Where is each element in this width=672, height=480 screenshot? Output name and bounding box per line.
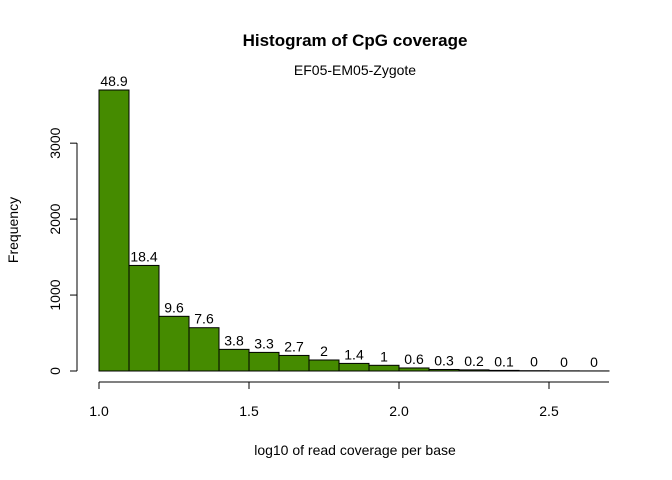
histogram-bar (128, 264, 160, 372)
chart-subtitle: EF05-EM05-Zygote (294, 62, 416, 78)
histogram-bar (338, 362, 370, 372)
histogram-bar (458, 369, 490, 372)
histogram-bar (488, 369, 520, 372)
bar-value-label: 0.6 (404, 351, 424, 367)
bar-value-label: 0 (530, 354, 538, 370)
x-axis-label: log10 of read coverage per base (254, 442, 456, 458)
y-axis-label: Frequency (5, 197, 21, 263)
x-tick-label: 2.5 (539, 403, 559, 419)
histogram-bar (428, 368, 460, 372)
bar-value-label: 7.6 (194, 311, 214, 327)
y-axis: 0 1000 2000 3000 (47, 127, 78, 375)
bar-value-label: 0 (590, 354, 598, 370)
bar-value-label: 0.3 (434, 352, 454, 368)
bar-value-label: 0 (560, 354, 568, 370)
bar-value-label: 3.8 (224, 332, 244, 348)
chart-title: Histogram of CpG coverage (243, 31, 468, 50)
histogram-bar (398, 367, 430, 372)
histogram-bar (248, 351, 280, 372)
x-axis: 1.0 1.5 2.0 2.5 (89, 381, 609, 419)
y-tick-label: 2000 (47, 203, 63, 234)
histogram-bar (98, 89, 130, 372)
y-tick-label: 1000 (47, 279, 63, 310)
bar-value-label: 0.2 (464, 353, 484, 369)
x-tick-label: 1.0 (89, 403, 109, 419)
x-tick-label: 2.0 (389, 403, 409, 419)
histogram-bar (188, 327, 220, 372)
x-tick-label: 1.5 (239, 403, 259, 419)
bars-group (98, 89, 610, 372)
bar-value-label: 0.1 (494, 353, 514, 369)
histogram-bar (158, 315, 190, 372)
bar-value-label: 1.4 (344, 346, 364, 362)
bar-value-label: 48.9 (100, 73, 127, 89)
y-tick-label: 3000 (47, 127, 63, 158)
y-tick-label: 0 (47, 367, 63, 375)
histogram-bar (218, 348, 250, 372)
bar-value-label: 3.3 (254, 335, 274, 351)
histogram-bar (368, 364, 400, 372)
bar-value-label: 18.4 (130, 248, 157, 264)
bar-labels-group: 48.9 18.4 9.6 7.6 3.8 3.3 2.7 2 1.4 1 0.6 0.3 0.2 0.1… (100, 73, 598, 370)
histogram-bar (278, 354, 310, 372)
bar-value-label: 1 (380, 348, 388, 364)
histogram-bar (308, 359, 340, 372)
bar-value-label: 9.6 (164, 299, 184, 315)
bar-value-label: 2 (320, 343, 328, 359)
bar-value-label: 2.7 (284, 338, 304, 354)
